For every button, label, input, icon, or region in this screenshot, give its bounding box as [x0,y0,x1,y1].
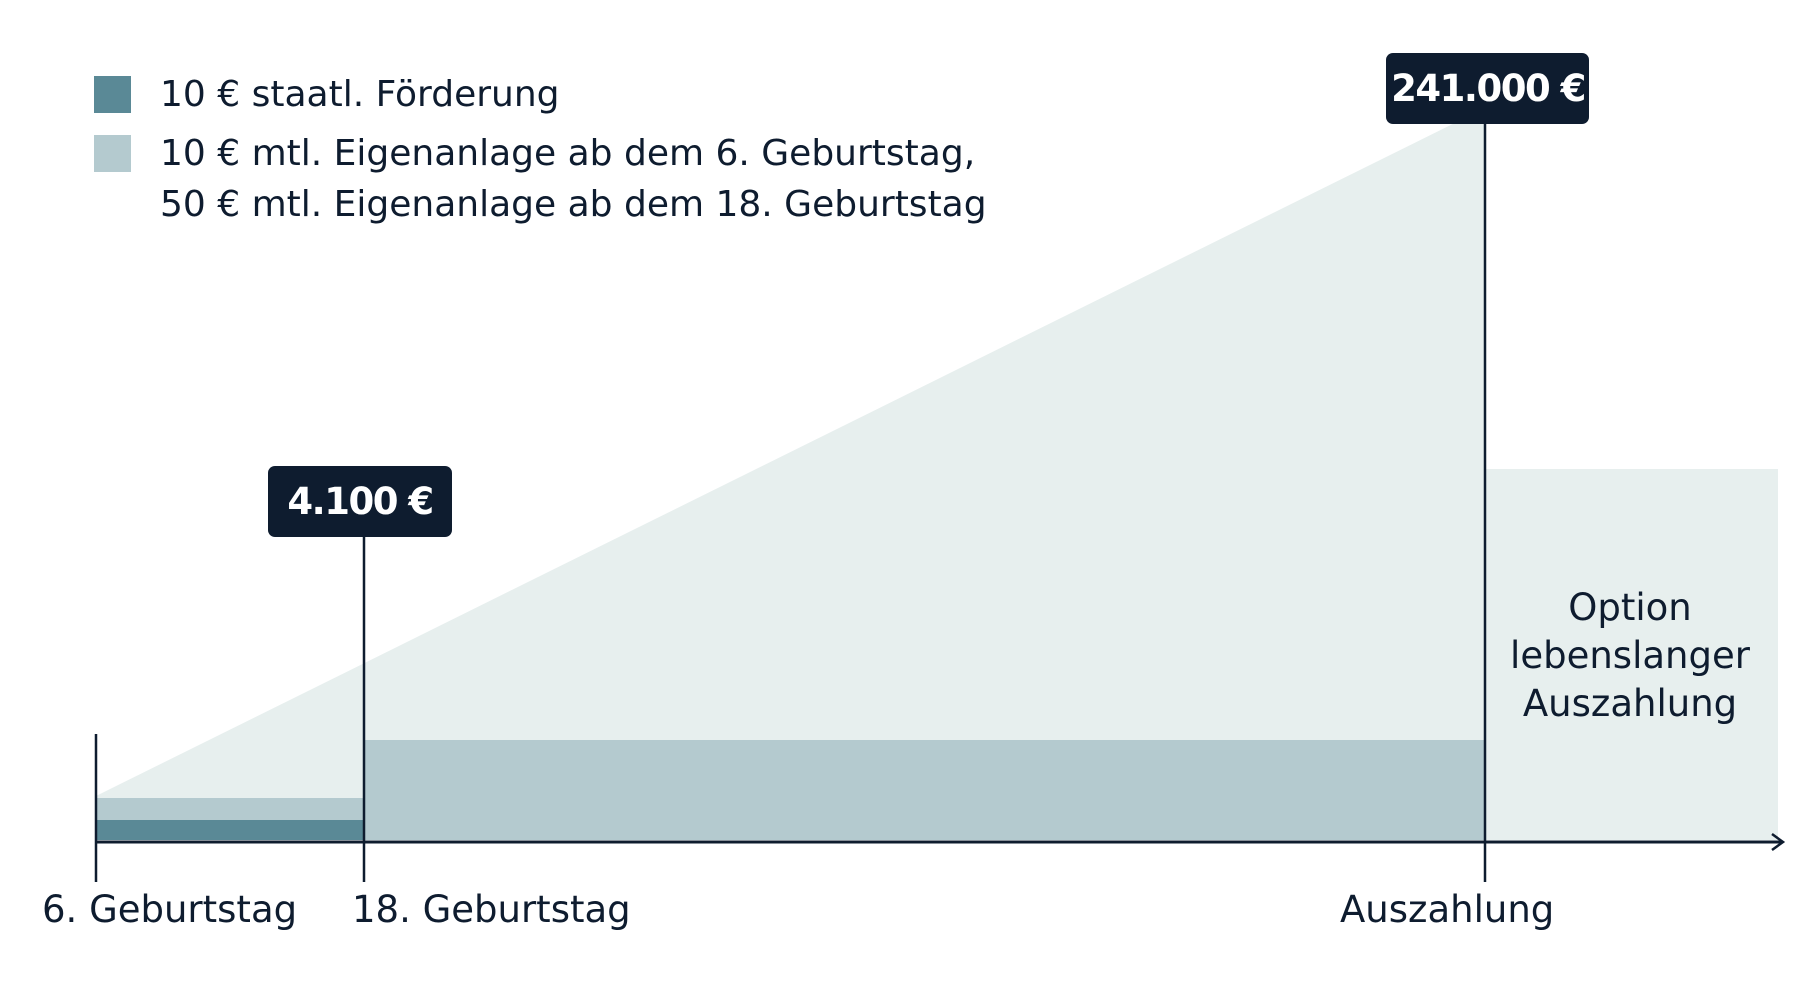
own-investment-bar-early [96,798,364,820]
growth-area [96,108,1485,840]
option-payout-label: Option lebenslanger Auszahlung [1510,586,1751,725]
legend-label-own-investment-line1: 10 € mtl. Eigenanlage ab dem 6. Geburtst… [160,133,975,174]
marker-label-payout: Auszahlung [1340,888,1554,931]
legend-label-own-investment-line2: 50 € mtl. Eigenanlage ab dem 18. Geburts… [160,184,987,225]
legend-swatch-state-funding [94,76,131,113]
timeline-arrow-icon [1771,832,1786,852]
own-investment-bar-late [364,740,1485,840]
legend: 10 € staatl. Förderung 10 € mtl. Eigenan… [94,74,987,225]
option-line3: Auszahlung [1523,682,1737,725]
callout-age18-value: 4.100 € [287,480,432,523]
callout-payout-value: 241.000 € [1391,67,1585,110]
option-line1: Option [1568,586,1691,629]
legend-swatch-own-investment [94,135,131,172]
state-funding-bar [96,820,364,840]
option-payout-area [1485,469,1778,840]
marker-label-age18: 18. Geburtstag [352,888,631,931]
marker-label-age6: 6. Geburtstag [42,888,297,931]
callout-payout: 241.000 € [1386,53,1589,124]
callout-age18: 4.100 € [268,466,452,537]
legend-label-state-funding: 10 € staatl. Förderung [160,74,560,115]
option-line2: lebenslanger [1510,634,1751,677]
